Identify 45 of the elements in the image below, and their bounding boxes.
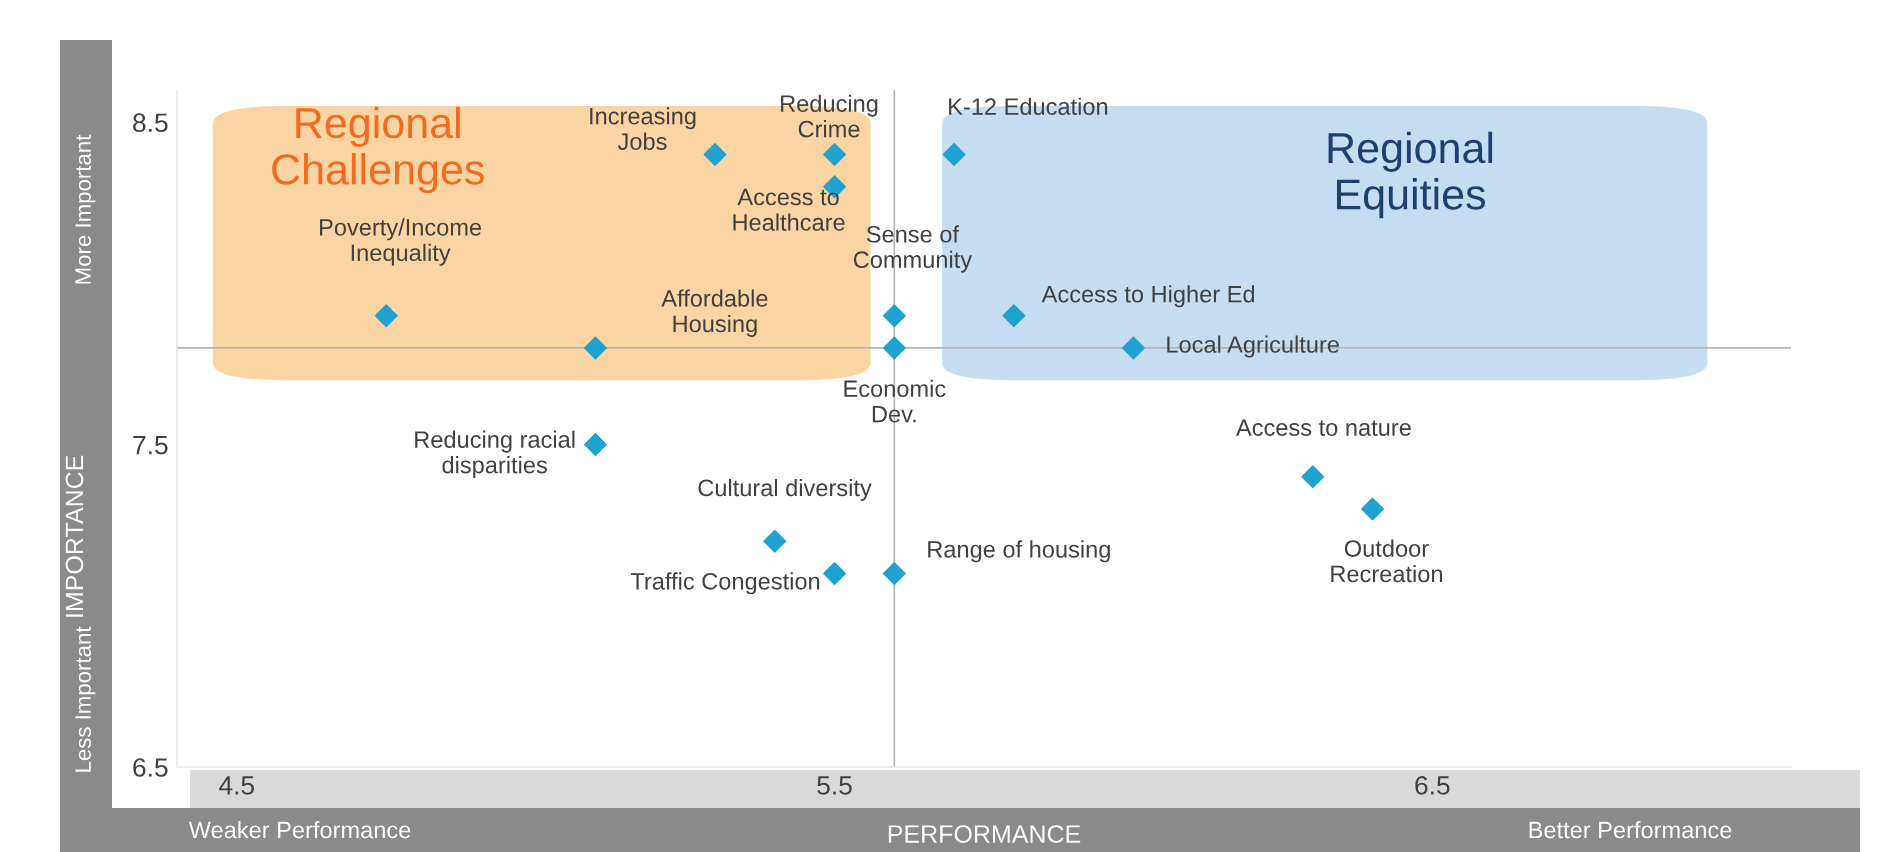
annotation: Poverty/Income Inequality	[320, 218, 482, 266]
annotation: Access to nature	[1236, 419, 1411, 436]
point	[882, 304, 906, 328]
annotation: Access to Higher Ed	[1041, 285, 1255, 308]
annotation: Range of housing	[928, 540, 1110, 563]
y-tick-label: 7.5	[133, 436, 168, 455]
annotation: Outdoor Recreation	[1331, 539, 1443, 583]
x-tick-label: 6.5	[1415, 776, 1450, 795]
annotation: Sense of Community	[853, 225, 973, 273]
text: Less Important	[75, 626, 96, 772]
annotation: Local Agriculture	[1167, 335, 1339, 358]
point	[882, 336, 906, 360]
annotation: Regional Challenges	[272, 106, 484, 194]
annotation: K-12 Education	[949, 97, 1108, 115]
point	[823, 143, 847, 166]
x-tick-label: 4.5	[219, 776, 255, 795]
annotation: Reducing racial disparities	[415, 430, 575, 479]
point	[1361, 497, 1385, 521]
annotation: Economic Dev.	[844, 379, 946, 423]
point	[823, 562, 847, 586]
point	[583, 433, 607, 457]
y-tick-label: 6.5	[133, 758, 168, 777]
point	[583, 336, 607, 360]
annotation: Regional Equities	[1328, 131, 1493, 219]
text: Better Performance	[1529, 821, 1732, 839]
point	[1121, 336, 1145, 360]
point	[374, 304, 398, 328]
annotation: Reducing Crime	[781, 94, 878, 138]
annotation: Affordable Housing	[661, 289, 768, 337]
point	[703, 143, 727, 166]
annotation: Access to Healthcare	[733, 188, 845, 231]
annotation: Traffic Congestion	[630, 572, 820, 595]
point	[882, 562, 906, 586]
point	[942, 143, 966, 166]
point	[1301, 465, 1325, 489]
y-axis-title: IMPORTANCE	[65, 455, 84, 617]
x-axis-title: PERFORMANCE	[888, 825, 1081, 843]
text: Weaker Performance	[188, 820, 411, 839]
x-tick-label: 5.5	[817, 776, 852, 795]
y-tick-label: 8.5	[133, 113, 168, 133]
annotation: Increasing Jobs	[590, 107, 696, 150]
point	[1002, 304, 1026, 328]
annotation: Cultural diversity	[698, 478, 872, 501]
point	[763, 529, 787, 553]
text: More Important	[75, 134, 96, 284]
